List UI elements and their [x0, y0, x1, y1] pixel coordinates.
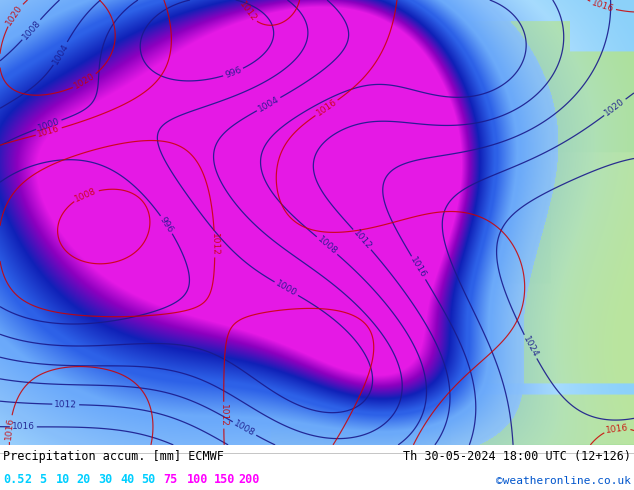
- Text: 10: 10: [56, 473, 70, 487]
- Text: 1016: 1016: [605, 423, 629, 435]
- Text: 0.5: 0.5: [3, 473, 25, 487]
- Text: 1012: 1012: [54, 400, 77, 409]
- Text: 1000: 1000: [36, 117, 61, 133]
- Text: 1012: 1012: [219, 404, 228, 427]
- Text: 75: 75: [164, 473, 178, 487]
- Text: 1008: 1008: [74, 186, 98, 204]
- Text: 1016: 1016: [4, 416, 16, 441]
- Text: 40: 40: [120, 473, 134, 487]
- Text: 1020: 1020: [4, 3, 25, 27]
- Text: 1016: 1016: [12, 422, 35, 431]
- Text: 1008: 1008: [232, 419, 257, 438]
- Text: 1016: 1016: [409, 256, 429, 280]
- Text: 1016: 1016: [37, 124, 61, 139]
- Text: 1012: 1012: [351, 228, 373, 251]
- Text: 1020: 1020: [73, 72, 97, 91]
- Text: 30: 30: [98, 473, 112, 487]
- Text: 996: 996: [224, 65, 243, 80]
- Text: 1016: 1016: [591, 0, 615, 14]
- Text: 1024: 1024: [521, 335, 540, 359]
- Text: 100: 100: [187, 473, 209, 487]
- Text: Precipitation accum. [mm] ECMWF: Precipitation accum. [mm] ECMWF: [3, 450, 224, 464]
- Text: 150: 150: [214, 473, 236, 487]
- Text: Th 30-05-2024 18:00 UTC (12+126): Th 30-05-2024 18:00 UTC (12+126): [403, 450, 631, 464]
- Text: 996: 996: [158, 215, 175, 234]
- Text: 1016: 1016: [314, 98, 339, 118]
- Text: 1020: 1020: [603, 97, 627, 118]
- Text: 50: 50: [141, 473, 155, 487]
- Text: 5: 5: [39, 473, 46, 487]
- Text: 1012: 1012: [237, 0, 258, 24]
- Text: 200: 200: [238, 473, 260, 487]
- Text: ©weatheronline.co.uk: ©weatheronline.co.uk: [496, 476, 631, 487]
- Text: 1004: 1004: [51, 42, 70, 66]
- Text: 1008: 1008: [315, 235, 339, 256]
- Text: 1012: 1012: [210, 232, 219, 256]
- Text: 2: 2: [24, 473, 31, 487]
- Text: 20: 20: [76, 473, 90, 487]
- Text: 1008: 1008: [20, 18, 42, 41]
- Text: 1004: 1004: [256, 95, 281, 114]
- Text: 1000: 1000: [274, 279, 299, 298]
